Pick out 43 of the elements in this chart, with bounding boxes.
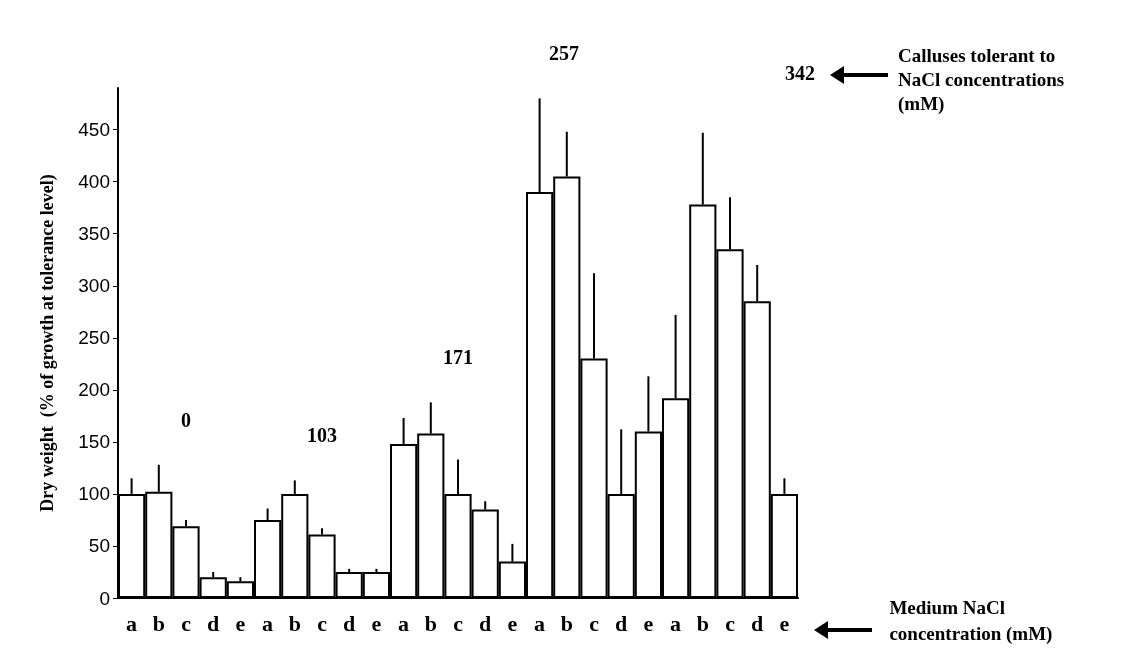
text: Medium NaCl concentration (mM) (889, 596, 1053, 645)
x-tick-label: e (507, 610, 518, 636)
x-tick-label: b (696, 610, 709, 636)
x-tick-label: e (779, 610, 790, 636)
y-tick-label: 150 (78, 431, 110, 453)
x-tick-label: d (751, 610, 764, 636)
x-tick-label: d (343, 610, 356, 636)
x-tick-label: d (207, 610, 220, 636)
y-tick-label: 250 (78, 327, 110, 349)
x-tick-label: a (398, 610, 410, 636)
y-axis-title: Dry weight (% of growth at tolerance level) (37, 174, 58, 512)
y-tick-label: 0 (99, 587, 110, 609)
text: Calluses tolerant to NaCl concentrations (mM) (898, 44, 1069, 115)
x-tick-label: a (534, 610, 546, 636)
annotation: 171 (443, 346, 473, 369)
x-tick-label: c (725, 610, 736, 636)
y-tick-label: 300 (78, 275, 110, 297)
y-tick-label: 350 (78, 223, 110, 245)
text: 342 (785, 62, 815, 84)
text: 257 (549, 42, 579, 65)
x-tick-label: c (589, 610, 600, 636)
x-tick-label: c (317, 610, 328, 636)
annotation: 103 (307, 424, 337, 447)
x-tick-label: b (424, 610, 437, 636)
x-tick-label: c (453, 610, 464, 636)
y-tick-label: 200 (78, 379, 110, 401)
x-tick-label: c (181, 610, 192, 636)
x-tick-label: e (371, 610, 382, 636)
x-tick-label: b (288, 610, 301, 636)
x-tick-label: d (479, 610, 492, 636)
x-tick-label: e (235, 610, 246, 636)
x-tick-label: e (643, 610, 654, 636)
x-tick-label: a (126, 610, 138, 636)
y-tick-label: 400 (78, 171, 110, 193)
y-tick-label: 100 (78, 483, 110, 505)
y-tick-label: 450 (78, 119, 110, 141)
annotation: 0 (181, 408, 191, 431)
x-tick-label: a (670, 610, 682, 636)
x-tick-label: b (560, 610, 573, 636)
y-tick-label: 50 (88, 535, 110, 557)
x-tick-label: a (262, 610, 274, 636)
x-tick-label: b (152, 610, 165, 636)
x-tick-label: d (615, 610, 628, 636)
